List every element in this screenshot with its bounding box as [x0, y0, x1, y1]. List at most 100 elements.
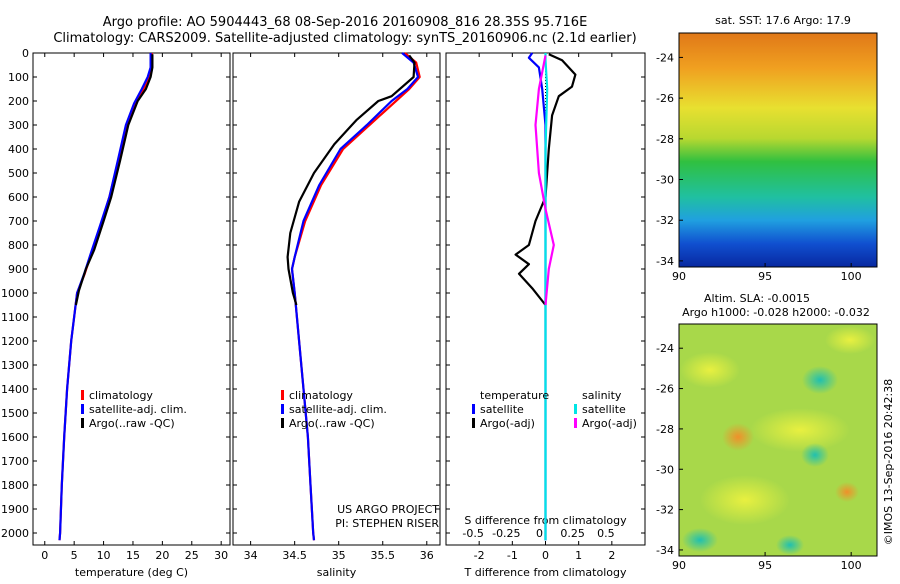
legend-label: Argo(..raw -QC) — [89, 417, 175, 430]
y-tick-label: 1900 — [1, 503, 29, 516]
sla-map-title: Altim. SLA: -0.0015 — [704, 292, 810, 305]
legend-label: climatology — [89, 389, 153, 402]
x-tick-label: -1 — [507, 549, 518, 562]
map-x-tick-label: 95 — [758, 270, 772, 283]
x-tick-label: 34 — [244, 549, 258, 562]
legend-swatch — [472, 418, 475, 428]
y-tick-label: 600 — [8, 191, 29, 204]
series-line — [290, 52, 421, 541]
map-x-tick-label: 90 — [672, 270, 686, 283]
map-x-tick-label: 100 — [841, 270, 862, 283]
map-y-tick-label: -24 — [656, 51, 674, 64]
series-line — [534, 55, 555, 306]
sla-cyan-patch — [776, 535, 804, 555]
x-tick-label: 2 — [608, 549, 615, 562]
x-tick-label: 35 — [332, 549, 346, 562]
x-tick-label: 1 — [575, 549, 582, 562]
title-line-2: Climatology: CARS2009. Satellite-adjuste… — [53, 31, 636, 46]
legend-header: temperature — [480, 389, 549, 402]
credit-stamp: ©IMOS 13-Sep-2016 20:42:38 — [882, 379, 895, 545]
sla-cyan-patch — [801, 443, 829, 467]
annotation-text: PI: STEPHEN RISER — [335, 517, 439, 530]
y-tick-label: 1300 — [1, 359, 29, 372]
x-tick-label: 0 — [542, 549, 549, 562]
sla-map-axes: 90 95 100 -24 -26 -28 -30 -32 -34 — [656, 342, 862, 572]
y-tick-label: 1600 — [1, 431, 29, 444]
legend-swatch — [81, 404, 84, 414]
y-tick-label: 900 — [8, 263, 29, 276]
legend-swatch — [281, 390, 284, 400]
legend-swatch — [281, 404, 284, 414]
y-tick-label: 0 — [22, 47, 29, 60]
map-y-tick-label: -30 — [656, 174, 674, 187]
series-line — [290, 52, 420, 541]
y-tick-label: 1000 — [1, 287, 29, 300]
x-tick-label: 36 — [420, 549, 434, 562]
y-tick-label: 1700 — [1, 455, 29, 468]
salinity-panel: 34 34.5 35 35.5 36 salinity climatologysatelli… — [232, 52, 441, 579]
x2-tick-label: 0.25 — [560, 527, 585, 540]
legend-swatch — [472, 404, 475, 414]
x-tick-label: 25 — [185, 549, 199, 562]
legend-swatch — [574, 418, 577, 428]
x-tick-label: 15 — [126, 549, 140, 562]
x-tick-label: 0 — [41, 549, 48, 562]
y-tick-label: 800 — [8, 239, 29, 252]
y-tick-label: 100 — [8, 71, 29, 84]
sst-map-field — [679, 33, 877, 267]
annotation-text: US ARGO PROJECT — [337, 503, 439, 516]
x2-tick-label: -0.25 — [492, 527, 520, 540]
map-y-tick-label: -34 — [656, 544, 674, 557]
x-tick-label: 35.5 — [370, 549, 395, 562]
legend-swatch — [81, 390, 84, 400]
legend-label: Argo(..raw -QC) — [289, 417, 375, 430]
map-y-tick-label: -34 — [656, 255, 674, 268]
map-x-tick-label: 90 — [672, 559, 686, 572]
sla-orange-patch — [722, 423, 754, 451]
sla-orange-patch — [835, 482, 859, 502]
sst-map-frame — [678, 32, 878, 268]
difference-panel: -2 -1 0 1 2 T difference from climatology -0.5… — [445, 52, 646, 579]
y-tick-label: 1800 — [1, 479, 29, 492]
x-axis-label: salinity — [317, 566, 357, 579]
legend-label: satellite — [582, 403, 626, 416]
title-line-1: Argo profile: AO 5904443_68 08-Sep-2016 … — [103, 15, 588, 30]
y-tick-label: 1500 — [1, 407, 29, 420]
sla-cyan-patch — [802, 366, 838, 394]
sla-yellow-patch — [825, 326, 875, 354]
legend-label: satellite — [480, 403, 524, 416]
y-tick-label: 300 — [8, 119, 29, 132]
map-y-tick-label: -28 — [656, 133, 674, 146]
sst-map — [678, 32, 878, 268]
y-tick-label: 2000 — [1, 527, 29, 540]
series-line — [286, 54, 416, 306]
x-tick-label: 34.5 — [282, 549, 307, 562]
series-line — [58, 53, 152, 541]
sla-yellow-patch — [700, 475, 790, 525]
legend-swatch — [81, 418, 84, 428]
y-tick-label: 400 — [8, 143, 29, 156]
plot-frame — [32, 52, 231, 546]
sst-map-axes: 90 95 100 -24 -26 -28 -30 -32 -34 — [656, 51, 862, 283]
series-line — [58, 53, 153, 541]
x-axis-label: temperature (deg C) — [75, 566, 188, 579]
x-tick-label: 30 — [214, 549, 228, 562]
map-y-tick-label: -30 — [656, 463, 674, 476]
map-x-tick-label: 100 — [841, 559, 862, 572]
map-y-tick-label: -24 — [656, 342, 674, 355]
legend-label: Argo(-adj) — [480, 417, 535, 430]
plot-frame — [232, 52, 441, 546]
x-axis-label: T difference from climatology — [464, 566, 627, 579]
profile-panels: 0100200300400500600700800900100011001200… — [1, 47, 646, 579]
legend-swatch — [574, 404, 577, 414]
legend-swatch — [281, 418, 284, 428]
map-y-tick-label: -32 — [656, 214, 674, 227]
map-y-tick-label: -32 — [656, 504, 674, 517]
x2-tick-label: -0.5 — [462, 527, 483, 540]
map-y-tick-label: -26 — [656, 383, 674, 396]
sla-map-subtitle: Argo h1000: -0.028 h2000: -0.032 — [682, 306, 870, 319]
sla-cyan-patch — [682, 528, 718, 552]
x-tick-label: 20 — [155, 549, 169, 562]
